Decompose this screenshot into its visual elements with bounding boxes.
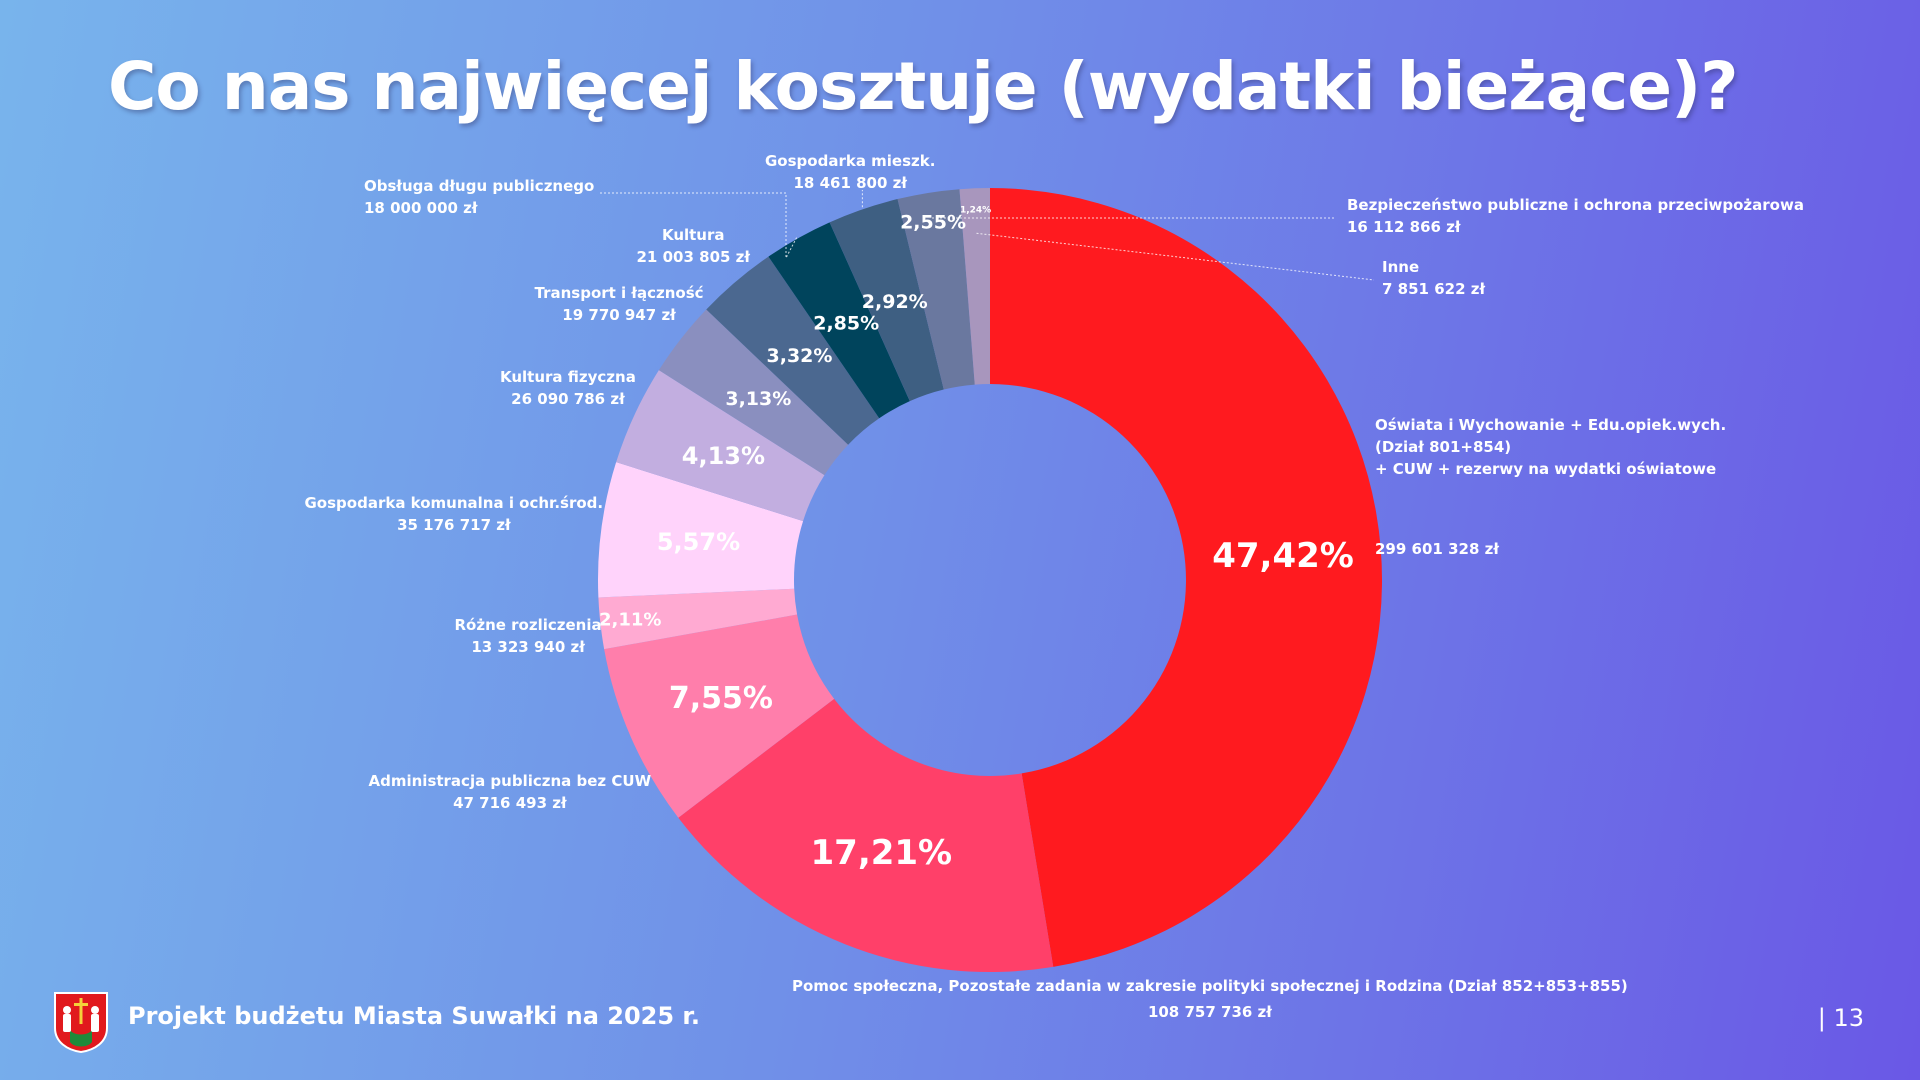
- category-name: Pomoc społeczna, Pozostałe zadania w zak…: [792, 977, 1628, 995]
- donut-slices: [598, 188, 1383, 972]
- category-label-gospodarka-mieszk: Gospodarka mieszk. 18 461 800 zł: [765, 150, 935, 194]
- percent-label-pomoc-spoleczna-pozostale-zadania-w-zakr: 17,21%: [811, 833, 953, 873]
- category-name: Administracja publiczna bez CUW: [368, 772, 652, 790]
- slide-title: Co nas najwięcej kosztuje (wydatki bieżą…: [108, 48, 1738, 125]
- percent-label-oswiata-i-wychowanie-edu-opiek-wych-dzia: 47,42%: [1212, 536, 1354, 576]
- percent-label-administracja-publiczna-bez-cuw: 7,55%: [669, 681, 773, 716]
- category-name: (Dział 801+854): [1375, 438, 1512, 456]
- percent-label-gospodarka-mieszk: 2,92%: [862, 291, 928, 313]
- category-amount: 19 770 947 zł: [562, 306, 676, 324]
- category-label-gospodarka-komunalna-i-ochr-srod: Gospodarka komunalna i ochr.środ. 35 176 …: [305, 492, 604, 536]
- category-label-transport-i-lacznosc: Transport i łączność 19 770 947 zł: [535, 282, 704, 326]
- percent-label-obsluga-dlugu-publicznego: 2,85%: [813, 313, 879, 335]
- category-label-inne: Inne 7 851 622 zł: [1382, 256, 1485, 300]
- leader-line-debt: [600, 192, 798, 259]
- category-amount: 108 757 736 zł: [1147, 1003, 1272, 1021]
- category-name: Różne rozliczenia: [454, 616, 602, 634]
- category-name: + CUW + rezerwy na wydatki oświatowe: [1375, 460, 1717, 478]
- category-amount: 21 003 805 zł: [636, 248, 750, 266]
- category-label-kultura: Kultura 21 003 805 zł: [637, 224, 750, 268]
- category-amount: 7 851 622 zł: [1382, 280, 1486, 298]
- category-label-kultura-fizyczna: Kultura fizyczna 26 090 786 zł: [500, 366, 636, 410]
- category-amount: 299 601 328 zł: [1375, 540, 1499, 558]
- percent-label-inne: 1,24%: [960, 205, 991, 215]
- percent-label-kultura-fizyczna: 4,13%: [682, 442, 765, 470]
- slice-bezpieczenstwo-publiczne-i-ochrona-przec: [897, 189, 975, 390]
- category-label-oswiata-i-wychowanie-edu-opiek-wych-dzia: Oświata i Wychowanie + Edu.opiek.wych. (D…: [1375, 414, 1726, 560]
- slice-pomoc-spoleczna-pozostale-zadania-w-zakr: [678, 698, 1054, 972]
- coat-of-arms-logo: [54, 992, 108, 1054]
- slice-inne: [959, 188, 990, 385]
- category-amount: 18 000 000 zł: [364, 199, 478, 217]
- slice-gospodarka-mieszk: [829, 199, 944, 402]
- percent-label-bezpieczenstwo-publiczne-i-ochrona-przec: 2,55%: [900, 212, 966, 234]
- category-label-obsluga-dlugu-publicznego: Obsługa długu publicznego 18 000 000 zł: [364, 175, 594, 219]
- footer-text: Projekt budżetu Miasta Suwałki na 2025 r…: [128, 1002, 700, 1030]
- category-amount: 18 461 800 zł: [793, 174, 907, 192]
- slice-obsluga-dlugu-publicznego: [768, 222, 910, 419]
- category-amount: 35 176 717 zł: [397, 516, 511, 534]
- slice-rozne-rozliczenia: [598, 588, 798, 650]
- percent-label-transport-i-lacznosc: 3,13%: [725, 388, 791, 410]
- leader-lines: [600, 190, 1375, 281]
- category-name: Oświata i Wychowanie + Edu.opiek.wych.: [1375, 416, 1727, 434]
- category-name: Kultura: [661, 226, 725, 244]
- category-amount: 16 112 866 zł: [1347, 218, 1461, 236]
- category-name: Gospodarka mieszk.: [765, 152, 936, 170]
- category-label-administracja-publiczna-bez-cuw: Administracja publiczna bez CUW 47 716 49…: [369, 770, 652, 814]
- slice-gospodarka-komunalna-i-ochr-srod: [598, 462, 804, 598]
- percent-label-rozne-rozliczenia: 2,11%: [599, 610, 661, 631]
- percent-label-kultura: 3,32%: [767, 345, 833, 367]
- slice-administracja-publiczna-bez-cuw: [604, 614, 835, 818]
- slice-oswiata-i-wychowanie-edu-opiek-wych-dzia: [990, 188, 1383, 967]
- leader-line-other: [976, 232, 1375, 281]
- category-name: Gospodarka komunalna i ochr.środ.: [304, 494, 604, 512]
- category-label-pomoc-spoleczna-pozostale-zadania-w-zakr: Pomoc społeczna, Pozostałe zadania w zak…: [792, 975, 1628, 1023]
- category-name: Transport i łączność: [534, 284, 704, 302]
- slice-transport-i-lacznosc: [658, 309, 849, 476]
- category-amount: 26 090 786 zł: [511, 390, 625, 408]
- category-name: Obsługa długu publicznego: [364, 177, 595, 195]
- slice-kultura-fizyczna: [616, 370, 825, 522]
- category-name: Kultura fizyczna: [500, 368, 636, 386]
- category-label-bezpieczenstwo-publiczne-i-ochrona-przec: Bezpieczeństwo publiczne i ochrona przec…: [1347, 194, 1804, 238]
- category-name: Inne: [1382, 258, 1420, 276]
- category-amount: 13 323 940 zł: [471, 638, 585, 656]
- percent-labels: 47,42% 17,21% 7,55% 2,11% 5,57% 4,13% 3,13% 3,3…: [599, 205, 1354, 873]
- page-number: | 13: [1817, 1004, 1864, 1032]
- category-name: Bezpieczeństwo publiczne i ochrona przec…: [1347, 196, 1804, 214]
- category-amount: 47 716 493 zł: [453, 794, 567, 812]
- slice-kultura: [706, 256, 880, 445]
- percent-label-gospodarka-komunalna-i-ochr-srod: 5,57%: [657, 528, 740, 556]
- category-label-rozne-rozliczenia: Różne rozliczenia 13 323 940 zł: [455, 614, 602, 658]
